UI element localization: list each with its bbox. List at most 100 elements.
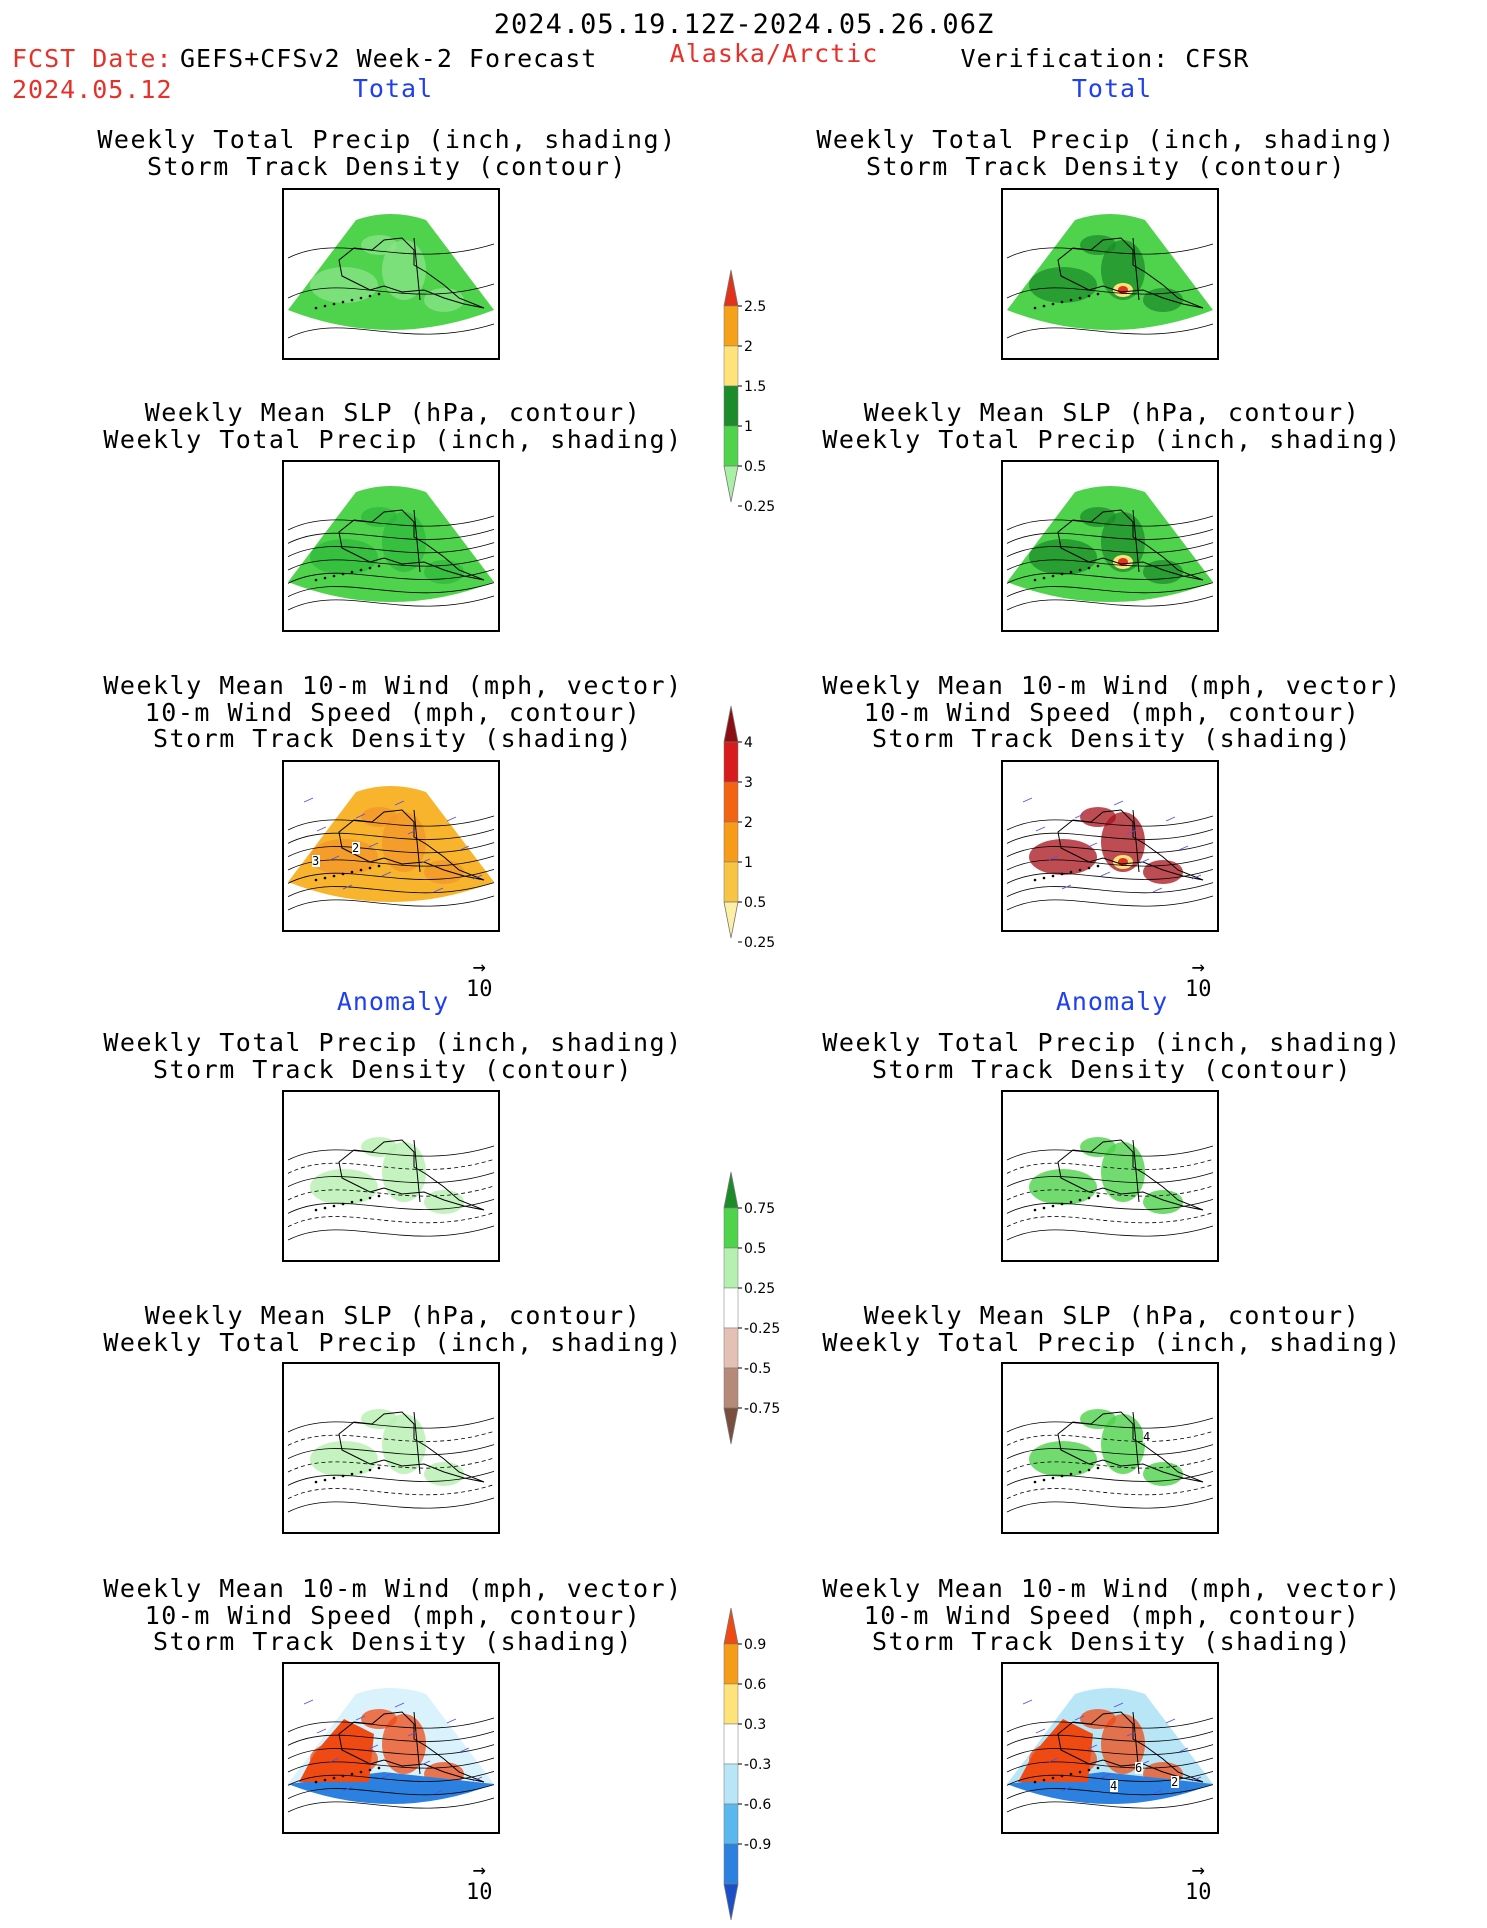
wind-vector [472,1776,483,1782]
colorbar-tick-label: 1 [744,419,753,435]
island [314,1780,318,1784]
island [314,1480,318,1484]
island [1051,874,1055,878]
wind-vector [446,1718,457,1724]
contour-line [287,1198,495,1214]
island [359,1470,363,1474]
contour-line [1006,1172,1214,1188]
panel-title-total-fcst-precip: Weekly Total Precip (inch, shading) Storm… [97,125,677,181]
island [314,1208,318,1212]
island [1078,296,1082,300]
shading-area [1101,812,1145,872]
colorbar-tick-label: -0.25 [744,1321,780,1337]
colorbar-segment [723,1207,739,1249]
wind-vector [1061,1786,1072,1792]
wind-vector [1022,797,1033,803]
panel-title-total-obs-wind: Weekly Mean 10-m Wind (mph, vector) 10-m … [822,671,1402,753]
island [368,1196,372,1200]
section-anomaly-left: Anomaly [336,987,450,1016]
contour-line [287,815,495,831]
coastline [1057,237,1204,309]
wind-vector [1048,855,1059,861]
island [341,300,345,304]
contour-line [1006,1770,1214,1786]
contour-line [1006,1470,1214,1486]
arrow-right-icon: → [1191,955,1205,980]
wind-vector [407,829,418,835]
colorbar-tick-label: -0.6 [744,1797,771,1813]
contour-line [1006,1744,1214,1760]
island [1069,570,1073,574]
island [350,298,354,302]
contour-line [287,1172,495,1188]
panel-title-total-obs-precip: Weekly Total Precip (inch, shading) Storm… [816,125,1396,181]
island [1087,1468,1091,1472]
island [1069,1772,1073,1776]
island [323,576,327,580]
island [368,1468,372,1472]
contour-line [287,1185,495,1201]
contour-line [1006,1417,1214,1433]
border-line [1132,509,1140,573]
contour-line [1006,1757,1214,1773]
island [332,302,336,306]
island [377,1194,381,1198]
contour-line [287,555,495,571]
contour-line [287,1797,495,1813]
map-total-obs-wind [1001,760,1219,932]
map-anom-obs-wind [1001,1662,1219,1834]
colorbar-tick-label: 4 [744,735,753,751]
contour-line [287,868,495,884]
shading-area [382,240,426,300]
contour-line [287,1484,495,1500]
shading-area [382,512,426,572]
contour-line [1006,1484,1214,1500]
contour-label: 4 [1143,1430,1152,1444]
shading-area [382,1414,426,1474]
island [350,570,354,574]
contour-line [1006,828,1214,844]
shading-area [310,267,378,303]
colorbar-tick-label: 0.25 [744,499,775,515]
contour-line [1006,1784,1214,1800]
shading-area [382,812,426,872]
contour-line [287,1784,495,1800]
contour-line [287,842,495,858]
wind-vector [1126,829,1137,835]
contour-label: 6 [1135,1761,1144,1775]
wind-vector [342,1786,353,1792]
colorbar-top-arrow [723,269,739,307]
contour-line [1006,515,1214,531]
contour-line [287,1457,495,1473]
colorbar-segment [723,1247,739,1289]
shading-area [299,1719,374,1782]
colorbar-segment [723,781,739,823]
island [1033,1480,1037,1484]
island [1042,1778,1046,1782]
colorbar-top-arrow [723,1607,739,1645]
border-line [413,1411,421,1475]
colorbar-segment [723,385,739,427]
shading-area [310,539,378,575]
wind-vector [303,1699,314,1705]
border-line [1132,237,1140,301]
island [332,574,336,578]
shading-area [1029,539,1097,575]
panel-title-anom-fcst-slp: Weekly Mean SLP (hPa, contour) Weekly Tot… [103,1301,683,1357]
map-anom-obs-precip [1001,1090,1219,1262]
wind-vector [342,884,353,890]
panel-title-anom-obs-wind: Weekly Mean 10-m Wind (mph, vector) 10-m … [822,1574,1402,1656]
contour-line [1006,1145,1214,1161]
contour-line [287,1730,495,1746]
island [1069,1472,1073,1476]
wind-vector [1152,887,1163,893]
contour-line [287,1757,495,1773]
colorbar-bottom-arrow [723,1883,739,1921]
map-total-fcst-wind [282,760,500,932]
wind-vector [1191,1776,1202,1782]
island [1087,294,1091,298]
island [1096,1466,1100,1470]
island [323,1478,327,1482]
shading-area [1143,1462,1183,1486]
island [350,1772,354,1776]
